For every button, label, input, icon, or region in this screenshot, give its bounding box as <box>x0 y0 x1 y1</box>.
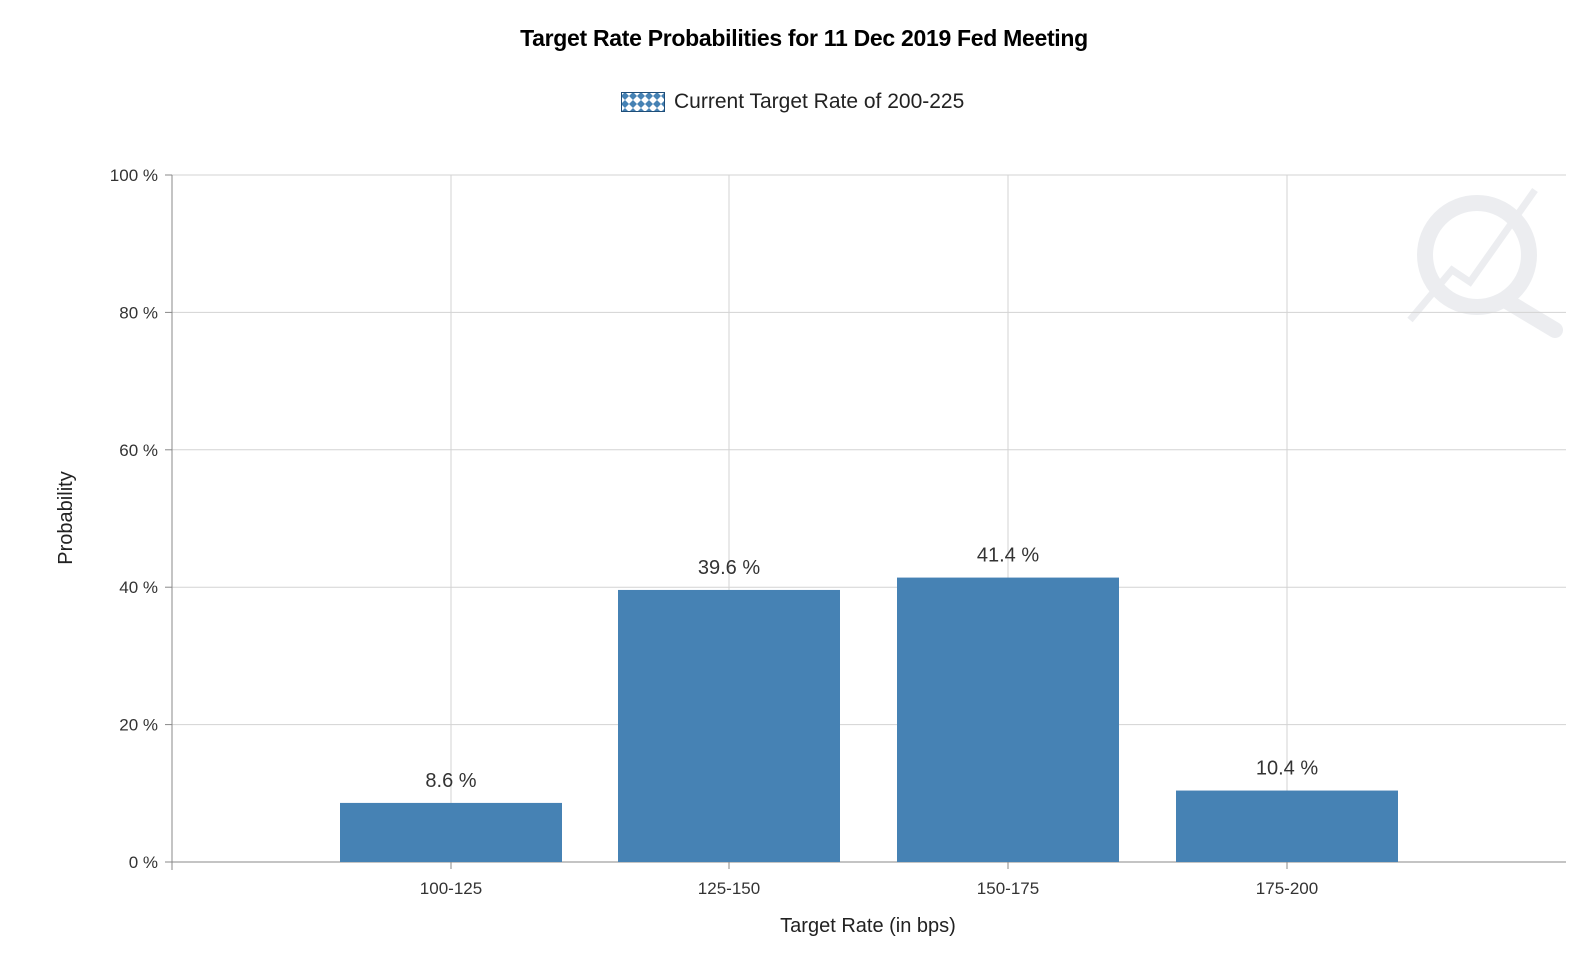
bar-100-125 <box>340 802 562 862</box>
x-tick-label: 150-175 <box>977 879 1039 898</box>
x-tick-label: 175-200 <box>1256 879 1318 898</box>
y-tick-label: 100 % <box>110 166 158 185</box>
x-tick-label: 125-150 <box>698 879 760 898</box>
y-tick-label: 20 % <box>119 716 158 735</box>
data-label: 8.6 % <box>425 770 476 792</box>
chart-title: Target Rate Probabilities for 11 Dec 201… <box>520 25 1088 51</box>
data-label: 39.6 % <box>698 557 760 579</box>
watermark-logo-icon <box>1407 187 1563 338</box>
legend: Current Target Rate of 200-225 <box>621 90 964 114</box>
y-tick-label: 0 % <box>129 853 158 872</box>
legend-swatch-icon <box>621 92 665 112</box>
y-axis-title: Probability <box>55 471 77 564</box>
data-label: 10.4 % <box>1256 758 1318 780</box>
x-axis-title: Target Rate (in bps) <box>780 915 956 937</box>
y-tick-label: 40 % <box>119 578 158 597</box>
y-tick-label: 60 % <box>119 441 158 460</box>
bar-150-175 <box>897 577 1119 862</box>
x-tick-label: 100-125 <box>420 879 482 898</box>
bar-175-200 <box>1176 790 1398 862</box>
legend-label: Current Target Rate of 200-225 <box>674 90 965 113</box>
data-label: 41.4 % <box>977 545 1039 567</box>
y-tick-label: 80 % <box>119 303 158 322</box>
bar-125-150 <box>618 589 840 862</box>
